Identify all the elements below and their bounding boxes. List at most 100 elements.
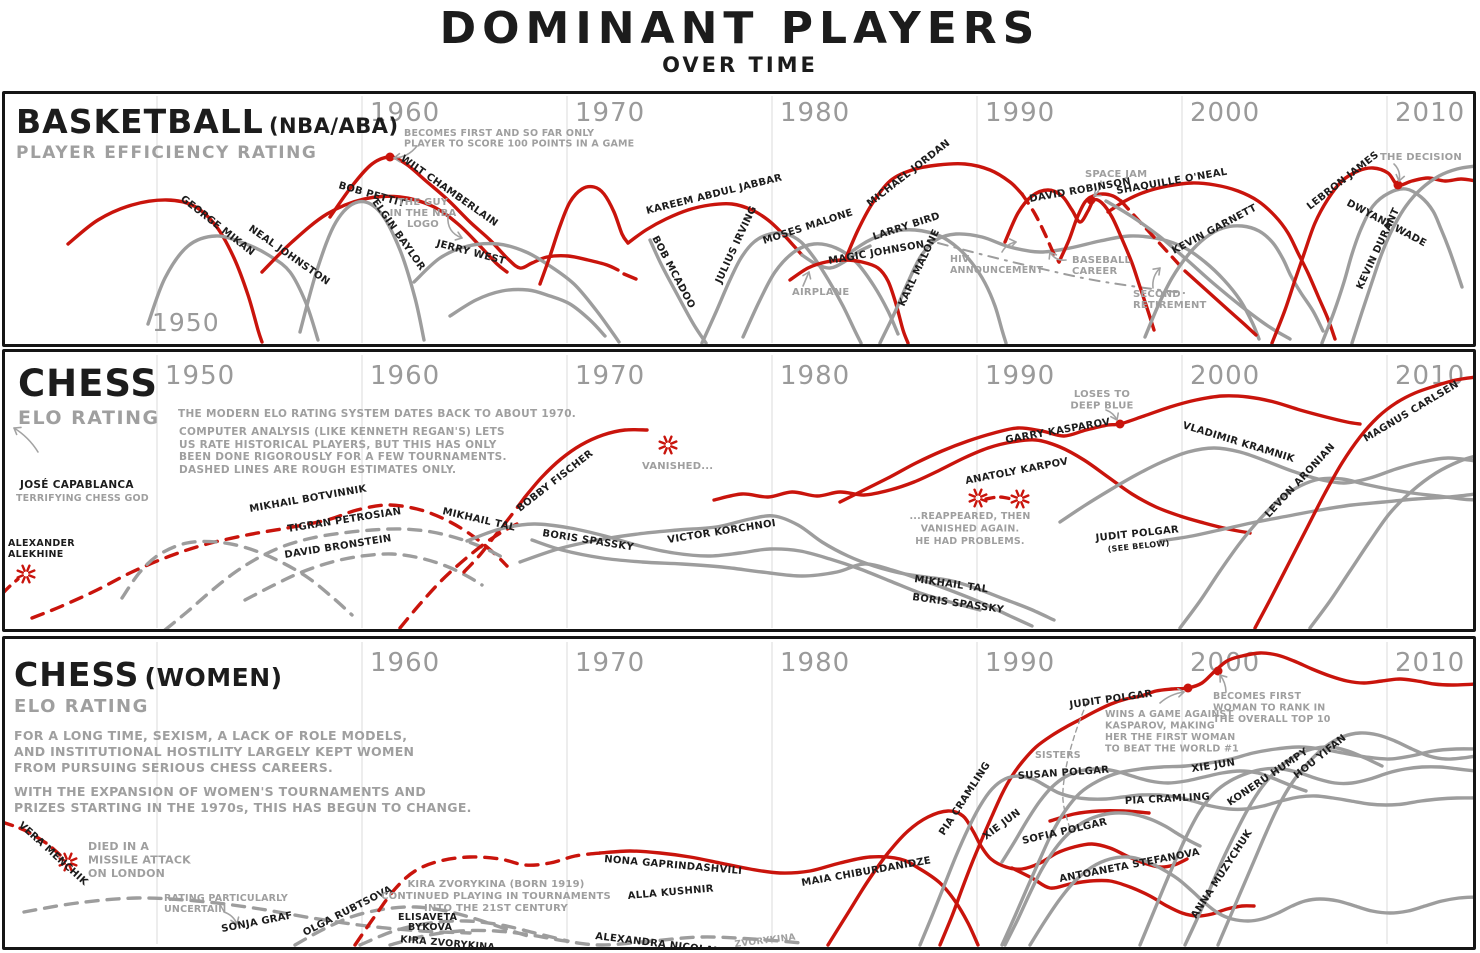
annotation-text: DIED IN A MISSILE ATTACK ON LONDON bbox=[88, 840, 191, 880]
basketball-title: BASKETBALL bbox=[16, 102, 264, 141]
annotation-arrow bbox=[223, 911, 238, 925]
curve-anatoly-karpov bbox=[712, 438, 1252, 535]
curve-nona-gaprindashvili-estimate bbox=[353, 851, 602, 947]
curve-dwyane-wade bbox=[1320, 187, 1464, 344]
curve-mikhail-botvinnik bbox=[30, 503, 509, 620]
starburst-marker bbox=[658, 445, 666, 450]
chess-women-title: CHESS bbox=[14, 655, 140, 694]
page-subtitle: OVER TIME bbox=[662, 53, 818, 78]
chess-title: CHESS bbox=[18, 362, 159, 405]
decade-label: 2010 bbox=[1395, 648, 1465, 678]
starburst-marker bbox=[1015, 501, 1020, 509]
starburst-marker bbox=[1020, 501, 1025, 509]
annotation-arrowhead bbox=[1395, 173, 1406, 182]
starburst-marker bbox=[668, 435, 673, 443]
annotation-arrowhead bbox=[13, 426, 22, 436]
curve-rising-grandmaster bbox=[1308, 455, 1473, 629]
event-dot bbox=[1086, 195, 1096, 205]
decade-label: 2000 bbox=[1190, 361, 1260, 391]
player-label: GEORGE MIKAN bbox=[178, 194, 256, 259]
annotation-arrow bbox=[1093, 180, 1102, 197]
decade-label: 1970 bbox=[575, 361, 645, 391]
starburst-marker bbox=[968, 498, 976, 503]
annotation-text: RATING PARTICULARLY UNCERTAIN bbox=[164, 893, 288, 915]
player-label: JOSÉ CAPABLANCA bbox=[19, 478, 134, 491]
player-label: KAREEM ABDUL JABBAR bbox=[645, 172, 783, 216]
player-label: ALEXANDRA NICOLAU bbox=[595, 931, 722, 947]
decade-label: 1960 bbox=[370, 98, 440, 128]
starburst-marker bbox=[16, 569, 24, 574]
annotation-text: KIRA ZVORYKINA (BORN 1919) CONTINUED PLAY… bbox=[381, 879, 611, 914]
curve-magic-johnson bbox=[788, 258, 910, 344]
player-label: VICTOR KORCHNOI bbox=[667, 518, 777, 546]
curve-michael-jordan bbox=[843, 161, 1024, 262]
starburst-marker bbox=[63, 852, 68, 860]
starburst-marker bbox=[58, 857, 66, 862]
decade-label: 1970 bbox=[575, 98, 645, 128]
annotation-arrowhead bbox=[1110, 412, 1120, 421]
annotation-arrow bbox=[1001, 241, 1017, 253]
curve-larry-bird bbox=[846, 228, 1008, 344]
curve-wilt-peak-2 bbox=[538, 184, 630, 286]
curve-judit-polgar-overall bbox=[1158, 492, 1473, 543]
chess-heading: CHESS ELO RATING bbox=[18, 362, 160, 429]
curve-tigran-petrosian bbox=[163, 527, 504, 629]
starburst-marker bbox=[968, 493, 976, 498]
chess-note-computer-analysis: COMPUTER ANALYSIS (LIKE KENNETH REGAN'S)… bbox=[179, 426, 507, 463]
player-label: MIKHAIL TAL bbox=[441, 506, 516, 534]
curve-koneru-humpy bbox=[1138, 765, 1473, 947]
basketball-chart: 1960 1970 1980 1990 2000 2010 GEORGE MIKANNEAL… bbox=[66, 96, 1473, 344]
curve-jordan-baseball-gap bbox=[1020, 192, 1061, 264]
annotation-text: THE DECISION bbox=[1380, 152, 1462, 163]
annotation-arrowhead bbox=[1152, 267, 1161, 276]
panel-chess-women: 1960 1970 1980 1990 2000 2010 VERA MENCHIK SONJ… bbox=[2, 636, 1476, 950]
curve-sofia-polgar bbox=[1003, 811, 1202, 947]
event-dot bbox=[1183, 683, 1193, 693]
event-dot bbox=[1393, 180, 1403, 190]
starburst-marker bbox=[68, 864, 73, 872]
curve-pia-cramling bbox=[918, 774, 1473, 947]
curve-wilt-chamberlain bbox=[328, 155, 620, 272]
chess-subtitle: ELO RATING bbox=[18, 407, 160, 429]
curve-julius-irving bbox=[700, 231, 863, 344]
curve-bob-pettit bbox=[260, 194, 509, 274]
chess-women-subtitle: ELO RATING bbox=[14, 696, 149, 717]
curve-shaquille-oneal bbox=[1106, 181, 1337, 341]
player-label: MAGIC JOHNSON bbox=[828, 239, 926, 267]
player-label: BOBBY FISCHER bbox=[515, 448, 595, 514]
curve-david-bronstein bbox=[243, 552, 484, 602]
curve-antoaneta-stefanova bbox=[1028, 855, 1473, 947]
panel-basketball: 1960 1970 1980 1990 2000 2010 GEORGE MIKAN NEAL… bbox=[2, 91, 1476, 347]
curve-nineties-player bbox=[1104, 199, 1292, 341]
player-label: GARRY KASPAROV bbox=[1005, 417, 1112, 446]
chess-note-elo-history: THE MODERN ELO RATING SYSTEM DATES BACK … bbox=[178, 408, 577, 420]
annotation-text: ...REAPPEARED, THEN VANISHED AGAIN. HE HAD… bbox=[909, 511, 1030, 547]
curve-elisaveta-bykova bbox=[358, 919, 570, 947]
decade-label: 1960 bbox=[370, 361, 440, 391]
starburst-marker bbox=[16, 574, 24, 579]
curve-jordan-second-retirement-gap bbox=[1119, 199, 1187, 273]
starburst-marker bbox=[663, 435, 668, 443]
player-label: NONA GAPRINDASHVILI bbox=[604, 854, 743, 877]
event-dot bbox=[385, 152, 395, 162]
basketball-heading: BASKETBALL (NBA/ABA) PLAYER EFFICIENCY R… bbox=[16, 102, 399, 163]
starburst-marker bbox=[1015, 489, 1020, 497]
annotation-arrow bbox=[13, 427, 39, 453]
basketball-subtitle: PLAYER EFFICIENCY RATING bbox=[16, 143, 318, 163]
player-label: SOFIA POLGAR bbox=[1021, 817, 1108, 847]
annotation-arrowhead bbox=[1177, 687, 1185, 698]
curve-alexander-alekhine bbox=[5, 577, 20, 594]
starburst-marker bbox=[21, 576, 26, 584]
player-label: BOB MCADOO bbox=[649, 234, 697, 310]
curve-kareem-abdul-jabbar bbox=[626, 201, 804, 257]
starburst-marker bbox=[68, 852, 73, 860]
starburst-marker bbox=[978, 488, 983, 496]
starburst-marker bbox=[658, 440, 666, 445]
starburst-marker bbox=[21, 564, 26, 572]
starburst-marker bbox=[973, 500, 978, 508]
decade-label: 1980 bbox=[780, 98, 850, 128]
decade-label: 2000 bbox=[1190, 98, 1260, 128]
player-label: VERA MENCHIK bbox=[16, 820, 91, 889]
decade-label: 1970 bbox=[575, 648, 645, 678]
